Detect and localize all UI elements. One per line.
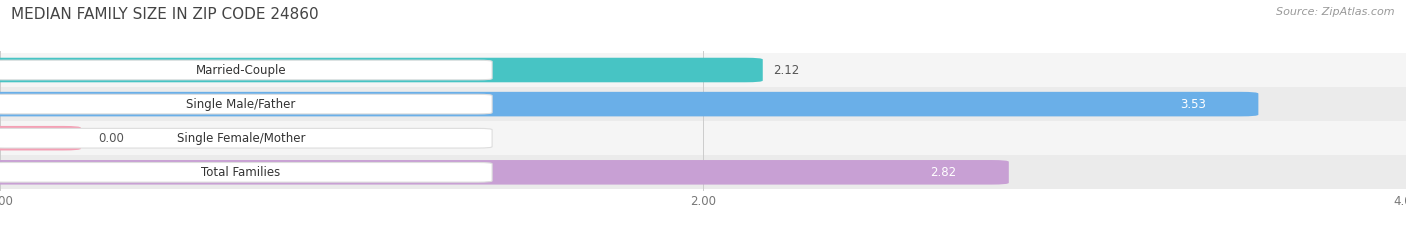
FancyBboxPatch shape — [0, 94, 492, 114]
FancyBboxPatch shape — [0, 87, 1406, 121]
FancyBboxPatch shape — [0, 128, 492, 148]
Text: 2.82: 2.82 — [929, 166, 956, 179]
Text: Total Families: Total Families — [201, 166, 280, 179]
Text: 0.00: 0.00 — [98, 132, 124, 145]
Text: Single Male/Father: Single Male/Father — [186, 98, 295, 111]
FancyBboxPatch shape — [0, 126, 82, 151]
FancyBboxPatch shape — [0, 53, 1406, 87]
Text: 2.12: 2.12 — [773, 64, 800, 76]
Text: 3.53: 3.53 — [1180, 98, 1206, 111]
Text: Source: ZipAtlas.com: Source: ZipAtlas.com — [1277, 7, 1395, 17]
FancyBboxPatch shape — [0, 92, 1258, 116]
FancyBboxPatch shape — [0, 160, 1010, 185]
FancyBboxPatch shape — [0, 58, 763, 82]
FancyBboxPatch shape — [0, 155, 1406, 189]
Text: MEDIAN FAMILY SIZE IN ZIP CODE 24860: MEDIAN FAMILY SIZE IN ZIP CODE 24860 — [11, 7, 319, 22]
Text: Single Female/Mother: Single Female/Mother — [177, 132, 305, 145]
FancyBboxPatch shape — [0, 162, 492, 182]
Text: Married-Couple: Married-Couple — [195, 64, 285, 76]
FancyBboxPatch shape — [0, 121, 1406, 155]
FancyBboxPatch shape — [0, 60, 492, 80]
